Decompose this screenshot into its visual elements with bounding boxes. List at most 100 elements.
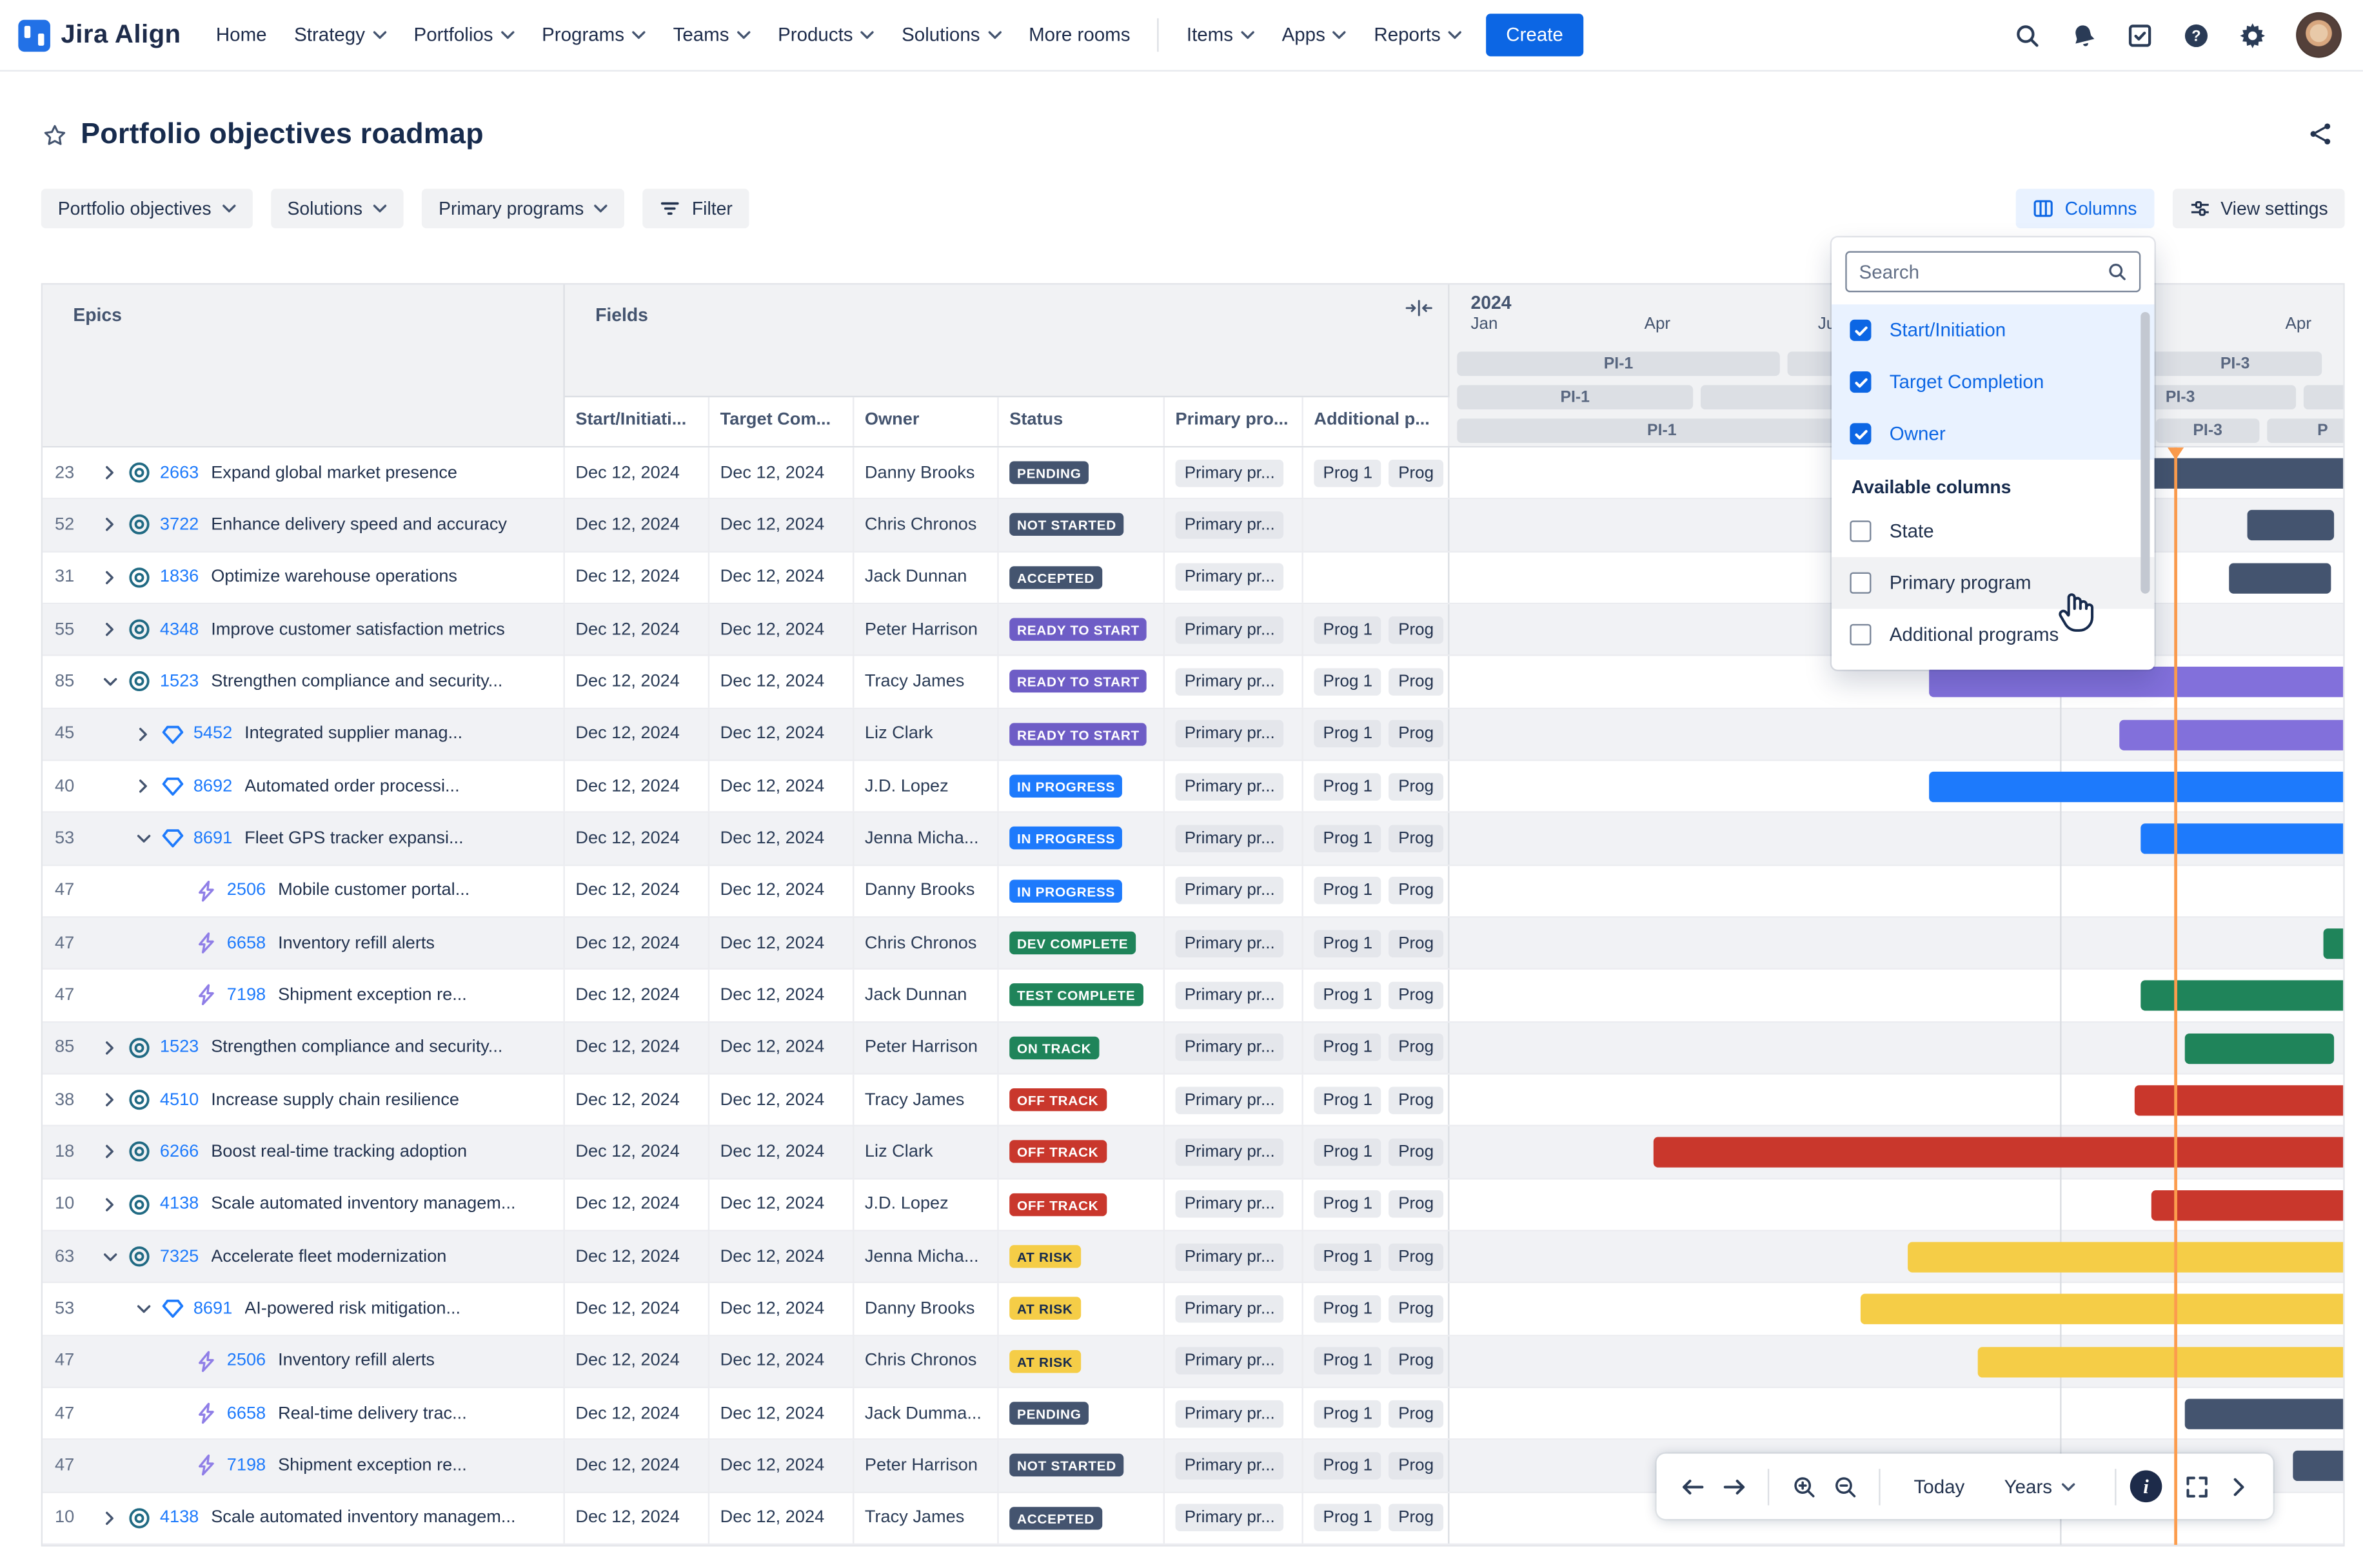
additional-program-chip[interactable]: Prog xyxy=(1389,981,1443,1010)
nav-item-reports[interactable]: Reports xyxy=(1360,15,1476,55)
additional-program-chip[interactable]: Prog 1 xyxy=(1314,772,1382,800)
additional-program-chip[interactable]: Prog 1 xyxy=(1314,616,1382,643)
nav-item-products[interactable]: Products xyxy=(764,15,888,55)
item-id-link[interactable]: 1523 xyxy=(159,672,199,691)
chevron-right-icon[interactable] xyxy=(99,1141,120,1162)
item-id-link[interactable]: 5452 xyxy=(193,725,233,743)
table-row[interactable]: 53 8691 AI-powered risk mitigation... Dec 1… xyxy=(43,1283,2344,1336)
additional-program-chip[interactable]: Prog xyxy=(1389,1504,1443,1532)
column-header-additional-p[interactable]: Additional p... xyxy=(1303,397,1450,446)
range-select[interactable]: Years xyxy=(1984,1476,2095,1497)
chevron-right-icon[interactable] xyxy=(99,1193,120,1215)
chevron-right-button[interactable] xyxy=(2217,1465,2258,1507)
table-row[interactable]: 47 7198 Shipment exception re... Dec 12, 20… xyxy=(43,970,2344,1023)
additional-program-chip[interactable]: Prog 1 xyxy=(1314,1190,1382,1219)
primary-program-chip[interactable]: Primary pr... xyxy=(1175,720,1284,748)
additional-program-chip[interactable]: Prog 1 xyxy=(1314,1242,1382,1271)
additional-program-chip[interactable]: Prog 1 xyxy=(1314,459,1382,487)
chevron-right-icon[interactable] xyxy=(132,776,153,797)
additional-program-chip[interactable]: Prog 1 xyxy=(1314,929,1382,957)
nav-item-teams[interactable]: Teams xyxy=(659,15,764,55)
gantt-bar[interactable] xyxy=(2141,981,2344,1012)
zoom-out-button[interactable] xyxy=(1824,1465,1865,1507)
item-id-link[interactable]: 8691 xyxy=(193,1299,233,1318)
primary-program-chip[interactable]: Primary pr... xyxy=(1175,1295,1284,1323)
additional-program-chip[interactable]: Prog xyxy=(1389,1034,1443,1062)
chevron-right-icon[interactable] xyxy=(99,1507,120,1529)
checkbox-unchecked-icon[interactable] xyxy=(1850,520,1872,542)
chevron-down-icon[interactable] xyxy=(132,828,153,849)
popover-scrollbar[interactable] xyxy=(2141,311,2150,594)
nav-item-home[interactable]: Home xyxy=(203,15,281,55)
checkbox-checked-icon[interactable] xyxy=(1850,319,1872,341)
view-settings-button[interactable]: View settings xyxy=(2171,188,2345,229)
gantt-bar[interactable] xyxy=(2323,928,2344,959)
gantt-bar[interactable] xyxy=(2184,1033,2335,1064)
table-row[interactable]: 45 5452 Integrated supplier manag... Dec 12… xyxy=(43,709,2344,761)
filter-chip-solutions[interactable]: Solutions xyxy=(270,188,404,229)
additional-program-chip[interactable]: Prog 1 xyxy=(1314,1399,1382,1427)
info-button[interactable]: i xyxy=(2130,1470,2162,1503)
checkbox-checked-icon[interactable] xyxy=(1850,423,1872,445)
additional-program-chip[interactable]: Prog 1 xyxy=(1314,825,1382,852)
item-id-link[interactable]: 6266 xyxy=(159,1142,199,1162)
table-row[interactable]: 47 6658 Inventory refill alerts Dec 12, 202… xyxy=(43,917,2344,970)
gantt-bar[interactable] xyxy=(2229,562,2331,593)
primary-program-chip[interactable]: Primary pr... xyxy=(1175,1034,1284,1062)
additional-program-chip[interactable]: Prog xyxy=(1389,1451,1443,1480)
item-id-link[interactable]: 7198 xyxy=(226,986,266,1004)
primary-program-chip[interactable]: Primary pr... xyxy=(1175,1086,1284,1114)
additional-program-chip[interactable]: Prog xyxy=(1389,1295,1443,1323)
additional-program-chip[interactable]: Prog xyxy=(1389,1190,1443,1219)
gantt-bar[interactable] xyxy=(1929,771,2344,803)
additional-program-chip[interactable]: Prog xyxy=(1389,825,1443,852)
item-id-link[interactable]: 4510 xyxy=(159,1090,199,1110)
create-button[interactable]: Create xyxy=(1486,14,1583,57)
column-header-start-initiati[interactable]: Start/Initiati... xyxy=(565,397,710,446)
bell-icon[interactable] xyxy=(2071,22,2097,48)
primary-program-chip[interactable]: Primary pr... xyxy=(1175,1451,1284,1480)
primary-program-chip[interactable]: Primary pr... xyxy=(1175,1399,1284,1427)
additional-program-chip[interactable]: Prog 1 xyxy=(1314,1295,1382,1323)
additional-program-chip[interactable]: Prog 1 xyxy=(1314,720,1382,748)
nav-item-strategy[interactable]: Strategy xyxy=(281,15,400,55)
gantt-bar[interactable] xyxy=(2119,719,2344,750)
primary-program-chip[interactable]: Primary pr... xyxy=(1175,981,1284,1010)
checkbox-unchecked-icon[interactable] xyxy=(1850,572,1872,594)
nav-item-solutions[interactable]: Solutions xyxy=(888,15,1015,55)
primary-program-chip[interactable]: Primary pr... xyxy=(1175,929,1284,957)
item-id-link[interactable]: 6658 xyxy=(226,1404,266,1423)
column-header-owner[interactable]: Owner xyxy=(854,397,999,446)
column-option-primary-program[interactable]: Primary program xyxy=(1832,557,2155,609)
table-row[interactable]: 18 6266 Boost real-time tracking adoption D… xyxy=(43,1126,2344,1179)
nav-item-items[interactable]: Items xyxy=(1173,15,1269,55)
primary-program-chip[interactable]: Primary pr... xyxy=(1175,616,1284,643)
primary-program-chip[interactable]: Primary pr... xyxy=(1175,564,1284,591)
chevron-down-icon[interactable] xyxy=(99,671,120,692)
chevron-right-icon[interactable] xyxy=(99,462,120,484)
nav-item-more-rooms[interactable]: More rooms xyxy=(1015,15,1144,55)
additional-program-chip[interactable]: Prog xyxy=(1389,772,1443,800)
table-row[interactable]: 47 2506 Inventory refill alerts Dec 12, 202… xyxy=(43,1335,2344,1388)
columns-search-field[interactable] xyxy=(1845,251,2141,293)
additional-program-chip[interactable]: Prog xyxy=(1389,877,1443,905)
primary-program-chip[interactable]: Primary pr... xyxy=(1175,1347,1284,1375)
pan-right-button[interactable] xyxy=(1713,1465,1754,1507)
chevron-right-icon[interactable] xyxy=(99,1037,120,1058)
gantt-bar[interactable] xyxy=(1653,1137,2344,1168)
column-header-primary-pro[interactable]: Primary pro... xyxy=(1165,397,1303,446)
primary-program-chip[interactable]: Primary pr... xyxy=(1175,877,1284,905)
item-id-link[interactable]: 2506 xyxy=(226,1351,266,1371)
item-id-link[interactable]: 3722 xyxy=(159,516,199,534)
item-id-link[interactable]: 6658 xyxy=(226,934,266,952)
collapse-fields-icon[interactable] xyxy=(1405,300,1432,318)
jira-align-logo[interactable]: Jira Align xyxy=(18,19,181,52)
primary-program-chip[interactable]: Primary pr... xyxy=(1175,511,1284,539)
checkbox-checked-icon[interactable] xyxy=(1850,371,1872,393)
column-option-state[interactable]: State xyxy=(1832,505,2154,557)
help-icon[interactable]: ? xyxy=(2183,22,2209,48)
gantt-bar[interactable] xyxy=(2184,1398,2344,1429)
primary-program-chip[interactable]: Primary pr... xyxy=(1175,1242,1284,1271)
gantt-bar[interactable] xyxy=(2142,458,2344,489)
table-row[interactable]: 85 1523 Strengthen compliance and security… xyxy=(43,1022,2344,1075)
